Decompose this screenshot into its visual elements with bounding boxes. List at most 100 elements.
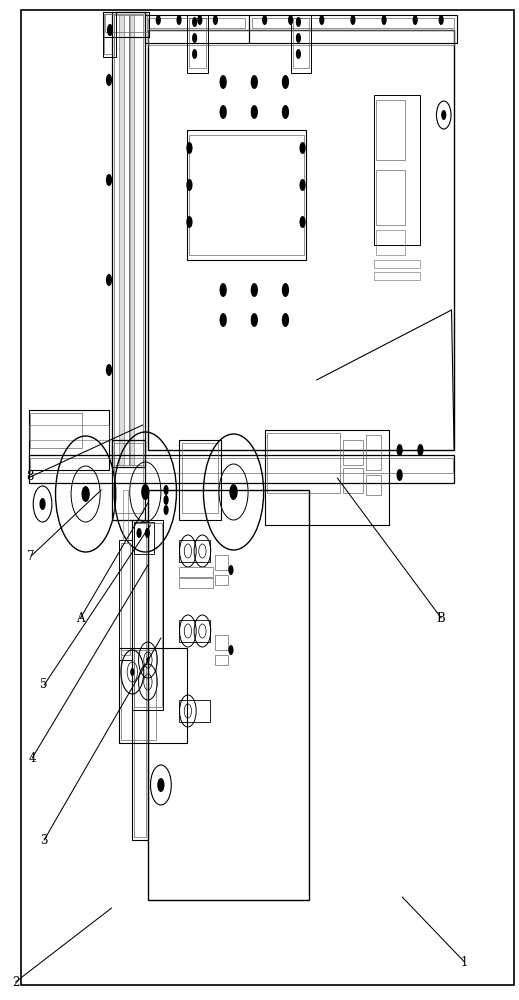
Bar bbox=[182, 443, 218, 513]
Circle shape bbox=[186, 179, 193, 191]
Bar bbox=[187, 15, 208, 73]
Circle shape bbox=[251, 283, 258, 297]
Bar bbox=[148, 30, 454, 450]
Circle shape bbox=[176, 15, 182, 25]
Circle shape bbox=[106, 74, 112, 86]
Bar bbox=[343, 468, 363, 493]
Bar bbox=[29, 425, 109, 440]
Circle shape bbox=[192, 49, 197, 59]
Bar bbox=[366, 435, 381, 470]
Bar bbox=[112, 12, 145, 467]
Circle shape bbox=[220, 283, 227, 297]
Bar bbox=[105, 14, 147, 32]
Bar bbox=[249, 15, 457, 43]
Circle shape bbox=[186, 216, 193, 228]
Bar bbox=[123, 490, 128, 540]
Circle shape bbox=[397, 444, 403, 456]
Bar bbox=[189, 18, 206, 68]
Bar bbox=[121, 650, 156, 740]
Bar bbox=[103, 12, 116, 57]
Bar bbox=[291, 15, 311, 73]
Circle shape bbox=[163, 485, 169, 495]
Circle shape bbox=[397, 469, 403, 481]
Circle shape bbox=[413, 15, 418, 25]
Circle shape bbox=[251, 105, 258, 119]
Circle shape bbox=[251, 75, 258, 89]
Bar bbox=[179, 440, 221, 520]
Circle shape bbox=[220, 75, 227, 89]
Circle shape bbox=[106, 274, 112, 286]
Text: 7: 7 bbox=[28, 550, 35, 562]
Circle shape bbox=[262, 15, 267, 25]
Bar bbox=[134, 523, 146, 837]
Circle shape bbox=[251, 313, 258, 327]
Bar bbox=[179, 567, 213, 577]
Circle shape bbox=[163, 505, 169, 515]
Circle shape bbox=[146, 657, 149, 663]
Bar bbox=[187, 130, 306, 260]
Bar bbox=[104, 14, 114, 54]
Bar bbox=[366, 475, 381, 495]
Bar bbox=[252, 18, 454, 28]
Circle shape bbox=[141, 484, 149, 500]
Circle shape bbox=[299, 142, 306, 154]
Bar bbox=[103, 12, 149, 37]
Circle shape bbox=[296, 33, 301, 43]
Text: 4: 4 bbox=[29, 752, 36, 764]
Bar bbox=[374, 272, 420, 280]
Text: 3: 3 bbox=[40, 833, 48, 846]
Circle shape bbox=[439, 15, 444, 25]
Circle shape bbox=[417, 444, 424, 456]
Circle shape bbox=[197, 15, 202, 25]
Circle shape bbox=[39, 498, 46, 510]
Bar bbox=[376, 230, 405, 255]
Bar bbox=[119, 540, 132, 660]
Circle shape bbox=[81, 486, 90, 502]
Bar bbox=[189, 135, 304, 255]
Bar bbox=[114, 15, 129, 465]
Bar bbox=[119, 15, 124, 465]
Circle shape bbox=[136, 528, 142, 538]
Circle shape bbox=[299, 216, 306, 228]
Bar bbox=[343, 440, 363, 465]
Bar bbox=[145, 15, 249, 43]
Bar bbox=[148, 18, 245, 28]
Bar bbox=[148, 30, 454, 45]
Bar bbox=[215, 635, 228, 650]
Bar bbox=[29, 410, 109, 470]
Bar bbox=[121, 543, 130, 655]
Circle shape bbox=[282, 105, 289, 119]
Circle shape bbox=[282, 283, 289, 297]
Circle shape bbox=[350, 15, 356, 25]
Bar bbox=[134, 522, 154, 554]
Circle shape bbox=[381, 15, 387, 25]
Bar bbox=[30, 413, 82, 448]
Circle shape bbox=[296, 17, 301, 27]
Bar bbox=[30, 458, 453, 473]
Circle shape bbox=[296, 49, 301, 59]
Circle shape bbox=[192, 33, 197, 43]
Circle shape bbox=[319, 15, 324, 25]
Text: A: A bbox=[76, 611, 85, 624]
Bar bbox=[132, 520, 148, 840]
Bar bbox=[112, 440, 145, 520]
Text: 2: 2 bbox=[12, 976, 19, 988]
Bar bbox=[129, 15, 143, 465]
Circle shape bbox=[130, 668, 134, 676]
Text: 1: 1 bbox=[461, 956, 468, 968]
Circle shape bbox=[228, 565, 234, 575]
Bar bbox=[179, 620, 210, 642]
Circle shape bbox=[220, 313, 227, 327]
Circle shape bbox=[106, 364, 112, 376]
Text: 8: 8 bbox=[26, 471, 34, 484]
Circle shape bbox=[156, 15, 161, 25]
Circle shape bbox=[157, 778, 165, 792]
Circle shape bbox=[213, 15, 218, 25]
Bar bbox=[374, 260, 420, 268]
Circle shape bbox=[228, 645, 234, 655]
Bar bbox=[114, 443, 143, 513]
Circle shape bbox=[145, 528, 150, 538]
Circle shape bbox=[107, 24, 113, 36]
Text: 5: 5 bbox=[40, 679, 48, 692]
Bar bbox=[376, 170, 405, 225]
